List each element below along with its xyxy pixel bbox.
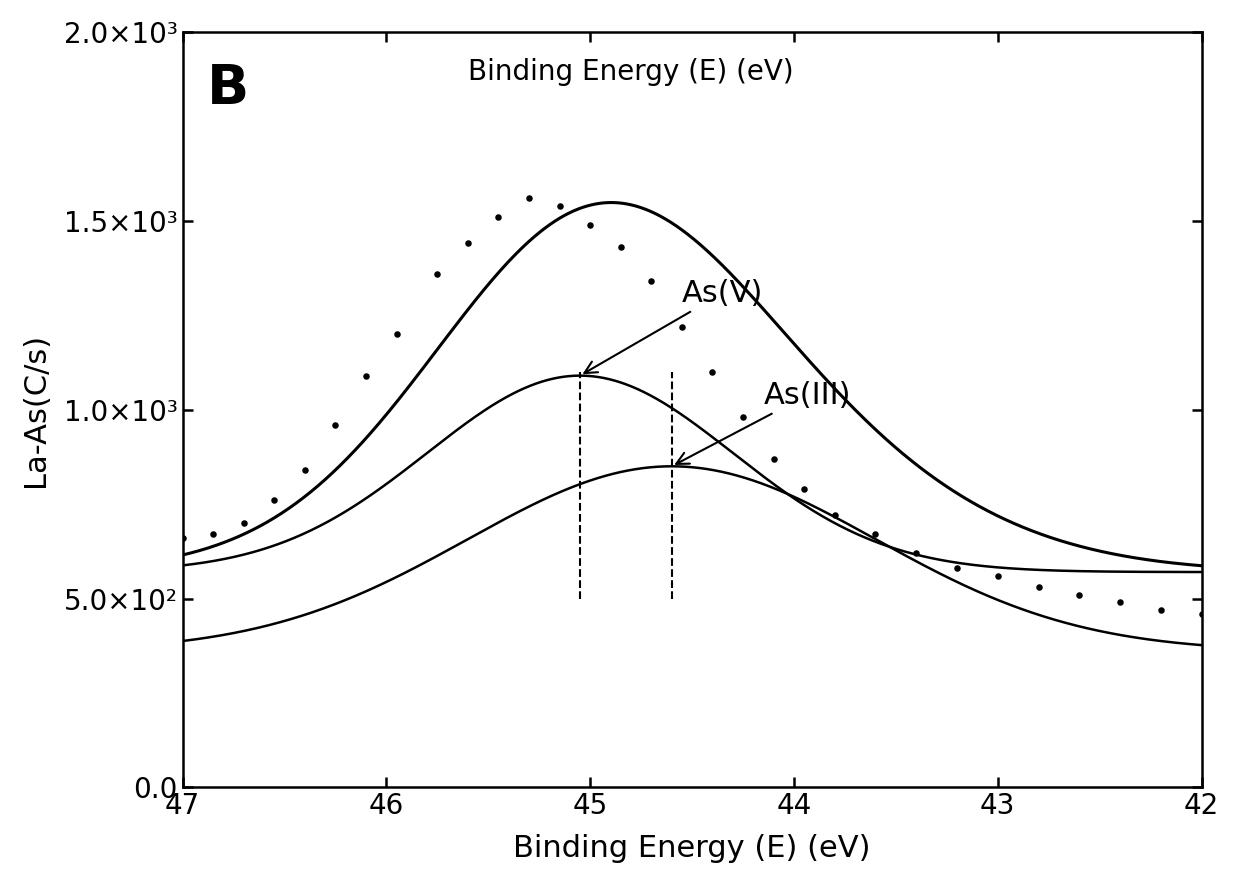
Text: B: B — [207, 62, 249, 116]
Point — [356, 369, 376, 383]
Point — [264, 493, 284, 507]
Point — [1110, 595, 1130, 609]
X-axis label: Binding Energy (E) (eV): Binding Energy (E) (eV) — [513, 834, 870, 863]
Text: As(III): As(III) — [676, 381, 851, 464]
Point — [580, 217, 600, 232]
Point — [1192, 606, 1211, 621]
Point — [703, 365, 723, 379]
Point — [295, 463, 315, 477]
Point — [234, 516, 254, 530]
Point — [641, 274, 661, 288]
Point — [906, 546, 926, 560]
Point — [489, 210, 508, 224]
Point — [795, 482, 815, 496]
Text: Binding Energy (E) (eV): Binding Energy (E) (eV) — [469, 58, 794, 87]
Point — [520, 191, 539, 205]
Point — [764, 452, 784, 466]
Point — [458, 236, 477, 250]
Text: As(V): As(V) — [584, 278, 764, 373]
Point — [988, 568, 1008, 583]
Y-axis label: La-As(C/s): La-As(C/s) — [21, 332, 50, 487]
Point — [549, 199, 569, 213]
Point — [428, 267, 448, 281]
Point — [1029, 580, 1049, 594]
Point — [387, 327, 407, 341]
Point — [172, 531, 192, 545]
Point — [866, 527, 885, 541]
Point — [672, 319, 692, 333]
Point — [203, 527, 223, 541]
Point — [326, 417, 346, 431]
Point — [733, 410, 753, 424]
Point — [825, 508, 844, 522]
Point — [947, 561, 967, 575]
Point — [611, 240, 631, 255]
Point — [1069, 588, 1089, 602]
Point — [1151, 603, 1171, 617]
